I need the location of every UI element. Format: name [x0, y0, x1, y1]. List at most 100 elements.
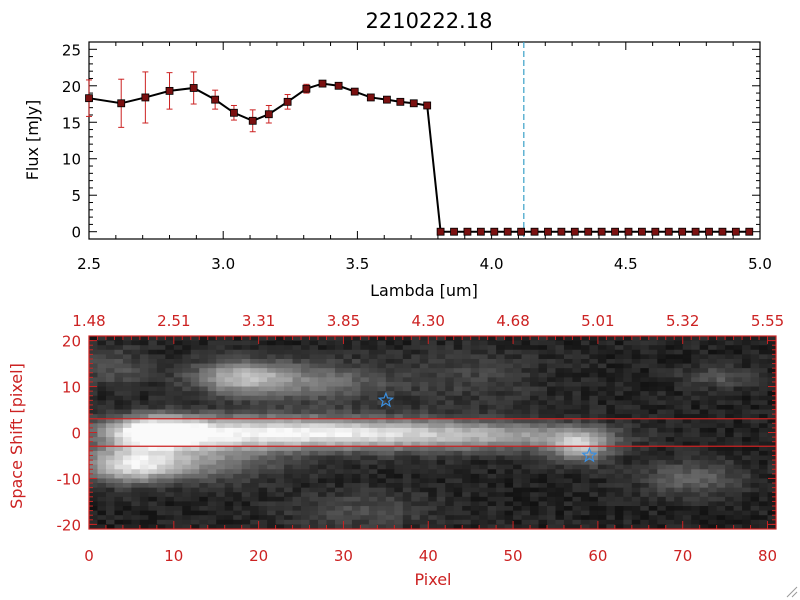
image-pixel [648, 446, 658, 452]
image-pixel [665, 414, 675, 420]
image-pixel [538, 409, 548, 415]
image-pixel [640, 510, 650, 516]
image-pixel [682, 515, 692, 521]
image-pixel [504, 450, 514, 456]
image-pixel [89, 473, 98, 479]
image-pixel [207, 510, 217, 516]
image-pixel [428, 391, 438, 397]
image-pixel [538, 377, 548, 383]
image-pixel [199, 432, 209, 438]
image-pixel [742, 437, 751, 443]
image-pixel [148, 340, 158, 346]
image-pixel [318, 483, 327, 489]
image-pixel [470, 377, 480, 383]
image-pixel [606, 354, 616, 360]
image-pixel [309, 492, 319, 498]
image-pixel [97, 450, 107, 456]
image-pixel [470, 441, 480, 447]
image-pixel [318, 446, 327, 452]
resize-grip-icon[interactable] [784, 584, 798, 598]
image-pixel [479, 336, 489, 341]
image-pixel [691, 450, 701, 456]
image-pixel [411, 336, 421, 341]
image-pixel [657, 432, 667, 438]
image-pixel [572, 432, 582, 438]
image-pixel [699, 404, 709, 410]
image-pixel [606, 336, 616, 341]
image-pixel [267, 464, 276, 470]
image-pixel [309, 441, 319, 447]
image-pixel [530, 524, 539, 530]
image-pixel [97, 336, 107, 341]
image-pixel [394, 363, 404, 369]
image-pixel [759, 414, 768, 420]
image-pixel [114, 460, 124, 466]
image-pixel [190, 492, 200, 498]
image-pixel [767, 496, 777, 502]
image-pixel [122, 455, 132, 461]
image-pixel [733, 363, 743, 369]
image-pixel [165, 377, 175, 383]
image-pixel [224, 478, 234, 484]
image-pixel [165, 437, 175, 443]
image-pixel [156, 510, 166, 516]
image-pixel [377, 377, 387, 383]
image-pixel [759, 427, 768, 433]
image-pixel [292, 368, 302, 374]
image-pixel [165, 473, 175, 479]
image-pixel [538, 524, 548, 530]
image-pixel [479, 506, 489, 512]
image-pixel [199, 414, 209, 420]
image-pixel [462, 423, 472, 429]
image-pixel [318, 441, 327, 447]
image-pixel [368, 349, 378, 355]
image-pixel [759, 400, 768, 406]
image-pixel [606, 391, 616, 397]
image-pixel [334, 515, 344, 521]
y-axis-label: Flux [mJy] [23, 100, 42, 181]
image-pixel [606, 377, 616, 383]
image-pixel [648, 386, 658, 392]
image-pixel [419, 391, 429, 397]
image-pixel [555, 363, 565, 369]
image-pixel [173, 345, 183, 351]
image-pixel [351, 437, 361, 443]
image-pixel [105, 437, 115, 443]
image-pixel [173, 349, 183, 355]
image-pixel [165, 368, 175, 374]
image-pixel [572, 437, 582, 443]
image-pixel [318, 510, 327, 516]
image-pixel [597, 487, 607, 493]
image-pixel [173, 473, 183, 479]
image-pixel [708, 496, 718, 502]
image-pixel [742, 515, 751, 521]
image-pixel [470, 391, 480, 397]
image-pixel [487, 506, 497, 512]
image-pixel [292, 441, 302, 447]
image-pixel [665, 455, 675, 461]
image-pixel [318, 478, 327, 484]
image-pixel [233, 354, 243, 360]
image-pixel [301, 506, 310, 512]
image-pixel [470, 358, 480, 364]
image-pixel [580, 354, 590, 360]
image-pixel [436, 349, 446, 355]
image-pixel [504, 506, 514, 512]
image-pixel [487, 363, 497, 369]
image-pixel [614, 432, 624, 438]
image-pixel [309, 409, 319, 415]
image-pixel [674, 506, 684, 512]
image-pixel [139, 377, 149, 383]
image-pixel [631, 515, 641, 521]
image-pixel [148, 395, 158, 401]
image-pixel [258, 455, 268, 461]
image-pixel [725, 501, 734, 507]
image-pixel [674, 340, 684, 346]
image-pixel [360, 363, 370, 369]
image-pixel [122, 358, 132, 364]
image-pixel [292, 381, 302, 387]
image-pixel [343, 473, 353, 479]
image-pixel [275, 519, 285, 525]
image-pixel [725, 487, 734, 493]
image-pixel [496, 395, 505, 401]
